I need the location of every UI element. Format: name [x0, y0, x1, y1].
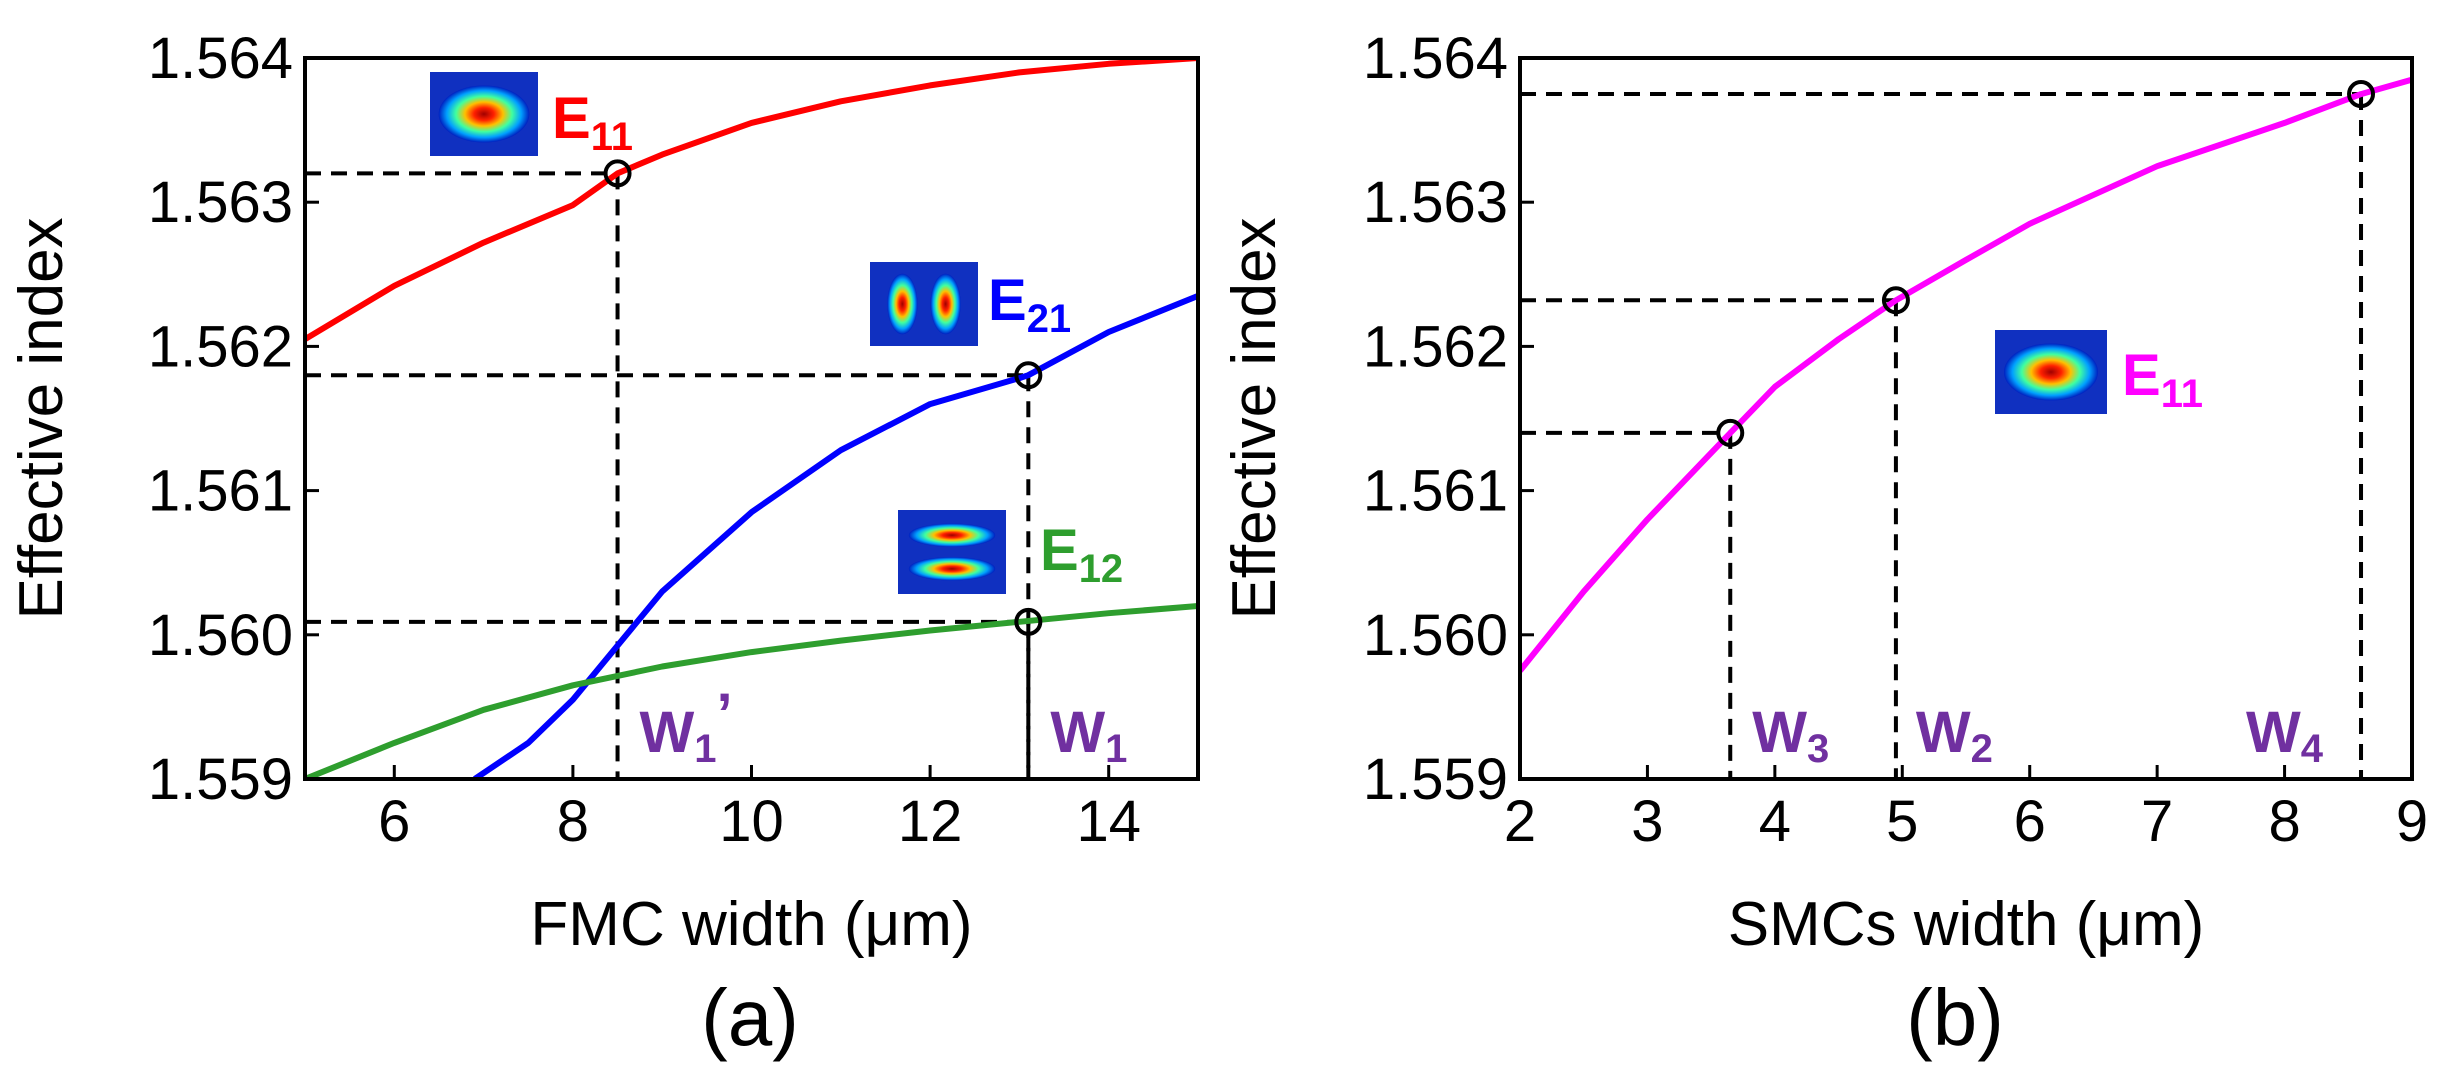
data-marker-2: [1014, 607, 1043, 636]
y-tick-label: 1.561: [148, 459, 293, 524]
width-label-sub: 1: [694, 727, 716, 771]
data-marker-0: [1716, 418, 1745, 447]
y-tick-label: 1.559: [1363, 747, 1508, 812]
series-line-e11: [305, 58, 1198, 342]
mode-profile-e12: [898, 510, 1006, 594]
mode-label-main: E: [1040, 518, 1079, 583]
series-line-e12: [305, 603, 1198, 779]
x-tick-label: 2: [1504, 789, 1536, 854]
mode-profile-e11: [1995, 330, 2107, 414]
y-tick-label: 1.563: [1363, 170, 1508, 235]
plot-frame: [1518, 56, 2414, 781]
x-tick-label: 6: [2014, 789, 2046, 854]
x-tick-label: 4: [1759, 789, 1791, 854]
x-tick-label: 3: [1631, 789, 1663, 854]
x-axis-label: SMCs width (μm): [1728, 890, 2205, 959]
mode-profile-e21: [870, 262, 978, 346]
y-tick-label: 1.560: [1363, 603, 1508, 668]
data-marker-1: [1881, 286, 1910, 315]
width-label-w2: W2: [1916, 700, 1993, 771]
mode-label-sub: 11: [591, 115, 633, 159]
width-label-sub: 2: [1971, 727, 1993, 771]
mode-label-sub: 21: [1027, 297, 1072, 341]
y-tick-label: 1.562: [1363, 314, 1508, 379]
width-label-sub: 4: [2301, 727, 2324, 771]
mode-lobe-top: [908, 523, 996, 547]
mode-label-e12: E12: [1040, 518, 1123, 591]
x-tick-label: 7: [2141, 789, 2173, 854]
x-tick-label: 9: [2396, 789, 2428, 854]
mode-profile-e11: [430, 72, 538, 156]
data-marker-2: [2347, 80, 2376, 109]
width-label-sub: 1: [1105, 727, 1127, 771]
mode-lobe: [2003, 343, 2099, 401]
width-label-w4: W4: [2246, 700, 2324, 771]
series-line-e11: [1520, 76, 2412, 673]
width-label-w3: W3: [1752, 700, 1829, 771]
width-label-w1: W1: [1050, 700, 1127, 771]
x-tick-label: 12: [898, 789, 963, 854]
y-tick-label: 1.564: [1363, 26, 1508, 91]
data-marker-1: [1014, 361, 1043, 390]
mode-label-sub: 11: [2161, 372, 2203, 416]
x-tick-label: 6: [378, 789, 410, 854]
mode-label-main: E: [2122, 343, 2161, 408]
mode-lobe-left: [887, 273, 918, 335]
width-label-main: W: [2246, 700, 2301, 765]
width-label-w1: W1’: [640, 682, 733, 771]
y-tick-label: 1.562: [148, 314, 293, 379]
mode-label-sub: 12: [1079, 547, 1124, 591]
mode-lobe-bottom: [908, 557, 996, 581]
mode-inset-background: [870, 262, 978, 346]
x-tick-label: 8: [557, 789, 589, 854]
width-label-main: W: [640, 700, 695, 765]
x-tick-label: 14: [1076, 789, 1141, 854]
mode-label-e11: E11: [2122, 343, 2203, 416]
mode-inset-background: [898, 510, 1006, 594]
width-label-sub: 3: [1807, 727, 1829, 771]
y-tick-label: 1.559: [148, 747, 293, 812]
y-axis-label: Effective index: [1220, 217, 1289, 619]
x-axis-label: FMC width (μm): [530, 890, 972, 959]
y-tick-label: 1.561: [1363, 459, 1508, 524]
mode-label-main: E: [988, 268, 1027, 333]
panel-label: (b): [1906, 973, 2004, 1062]
chart-panel-a: 1.559 1.560 1.561 1.562 1.563 1.564 6 8 10 12 14 FM…: [7, 26, 1200, 1062]
width-label-main: W: [1752, 700, 1807, 765]
width-label-main: W: [1050, 700, 1105, 765]
y-axis-label: Effective index: [7, 217, 76, 619]
series-line-e21: [473, 293, 1198, 779]
mode-lobe: [438, 85, 530, 143]
width-label-prime: ’: [717, 682, 733, 747]
y-tick-label: 1.563: [148, 170, 293, 235]
mode-label-e21: E21: [988, 268, 1071, 341]
mode-label-e11: E11: [552, 86, 633, 159]
y-tick-label: 1.564: [148, 26, 293, 91]
panel-label: (a): [701, 973, 799, 1062]
x-tick-label: 10: [719, 789, 784, 854]
data-marker-0: [603, 159, 632, 188]
x-tick-label: 8: [2268, 789, 2300, 854]
plot-frame: [303, 56, 1200, 781]
y-tick-label: 1.560: [148, 603, 293, 668]
x-tick-label: 5: [1886, 789, 1918, 854]
mode-lobe-right: [930, 273, 961, 335]
width-label-main: W: [1916, 700, 1971, 765]
mode-label-main: E: [552, 86, 591, 151]
